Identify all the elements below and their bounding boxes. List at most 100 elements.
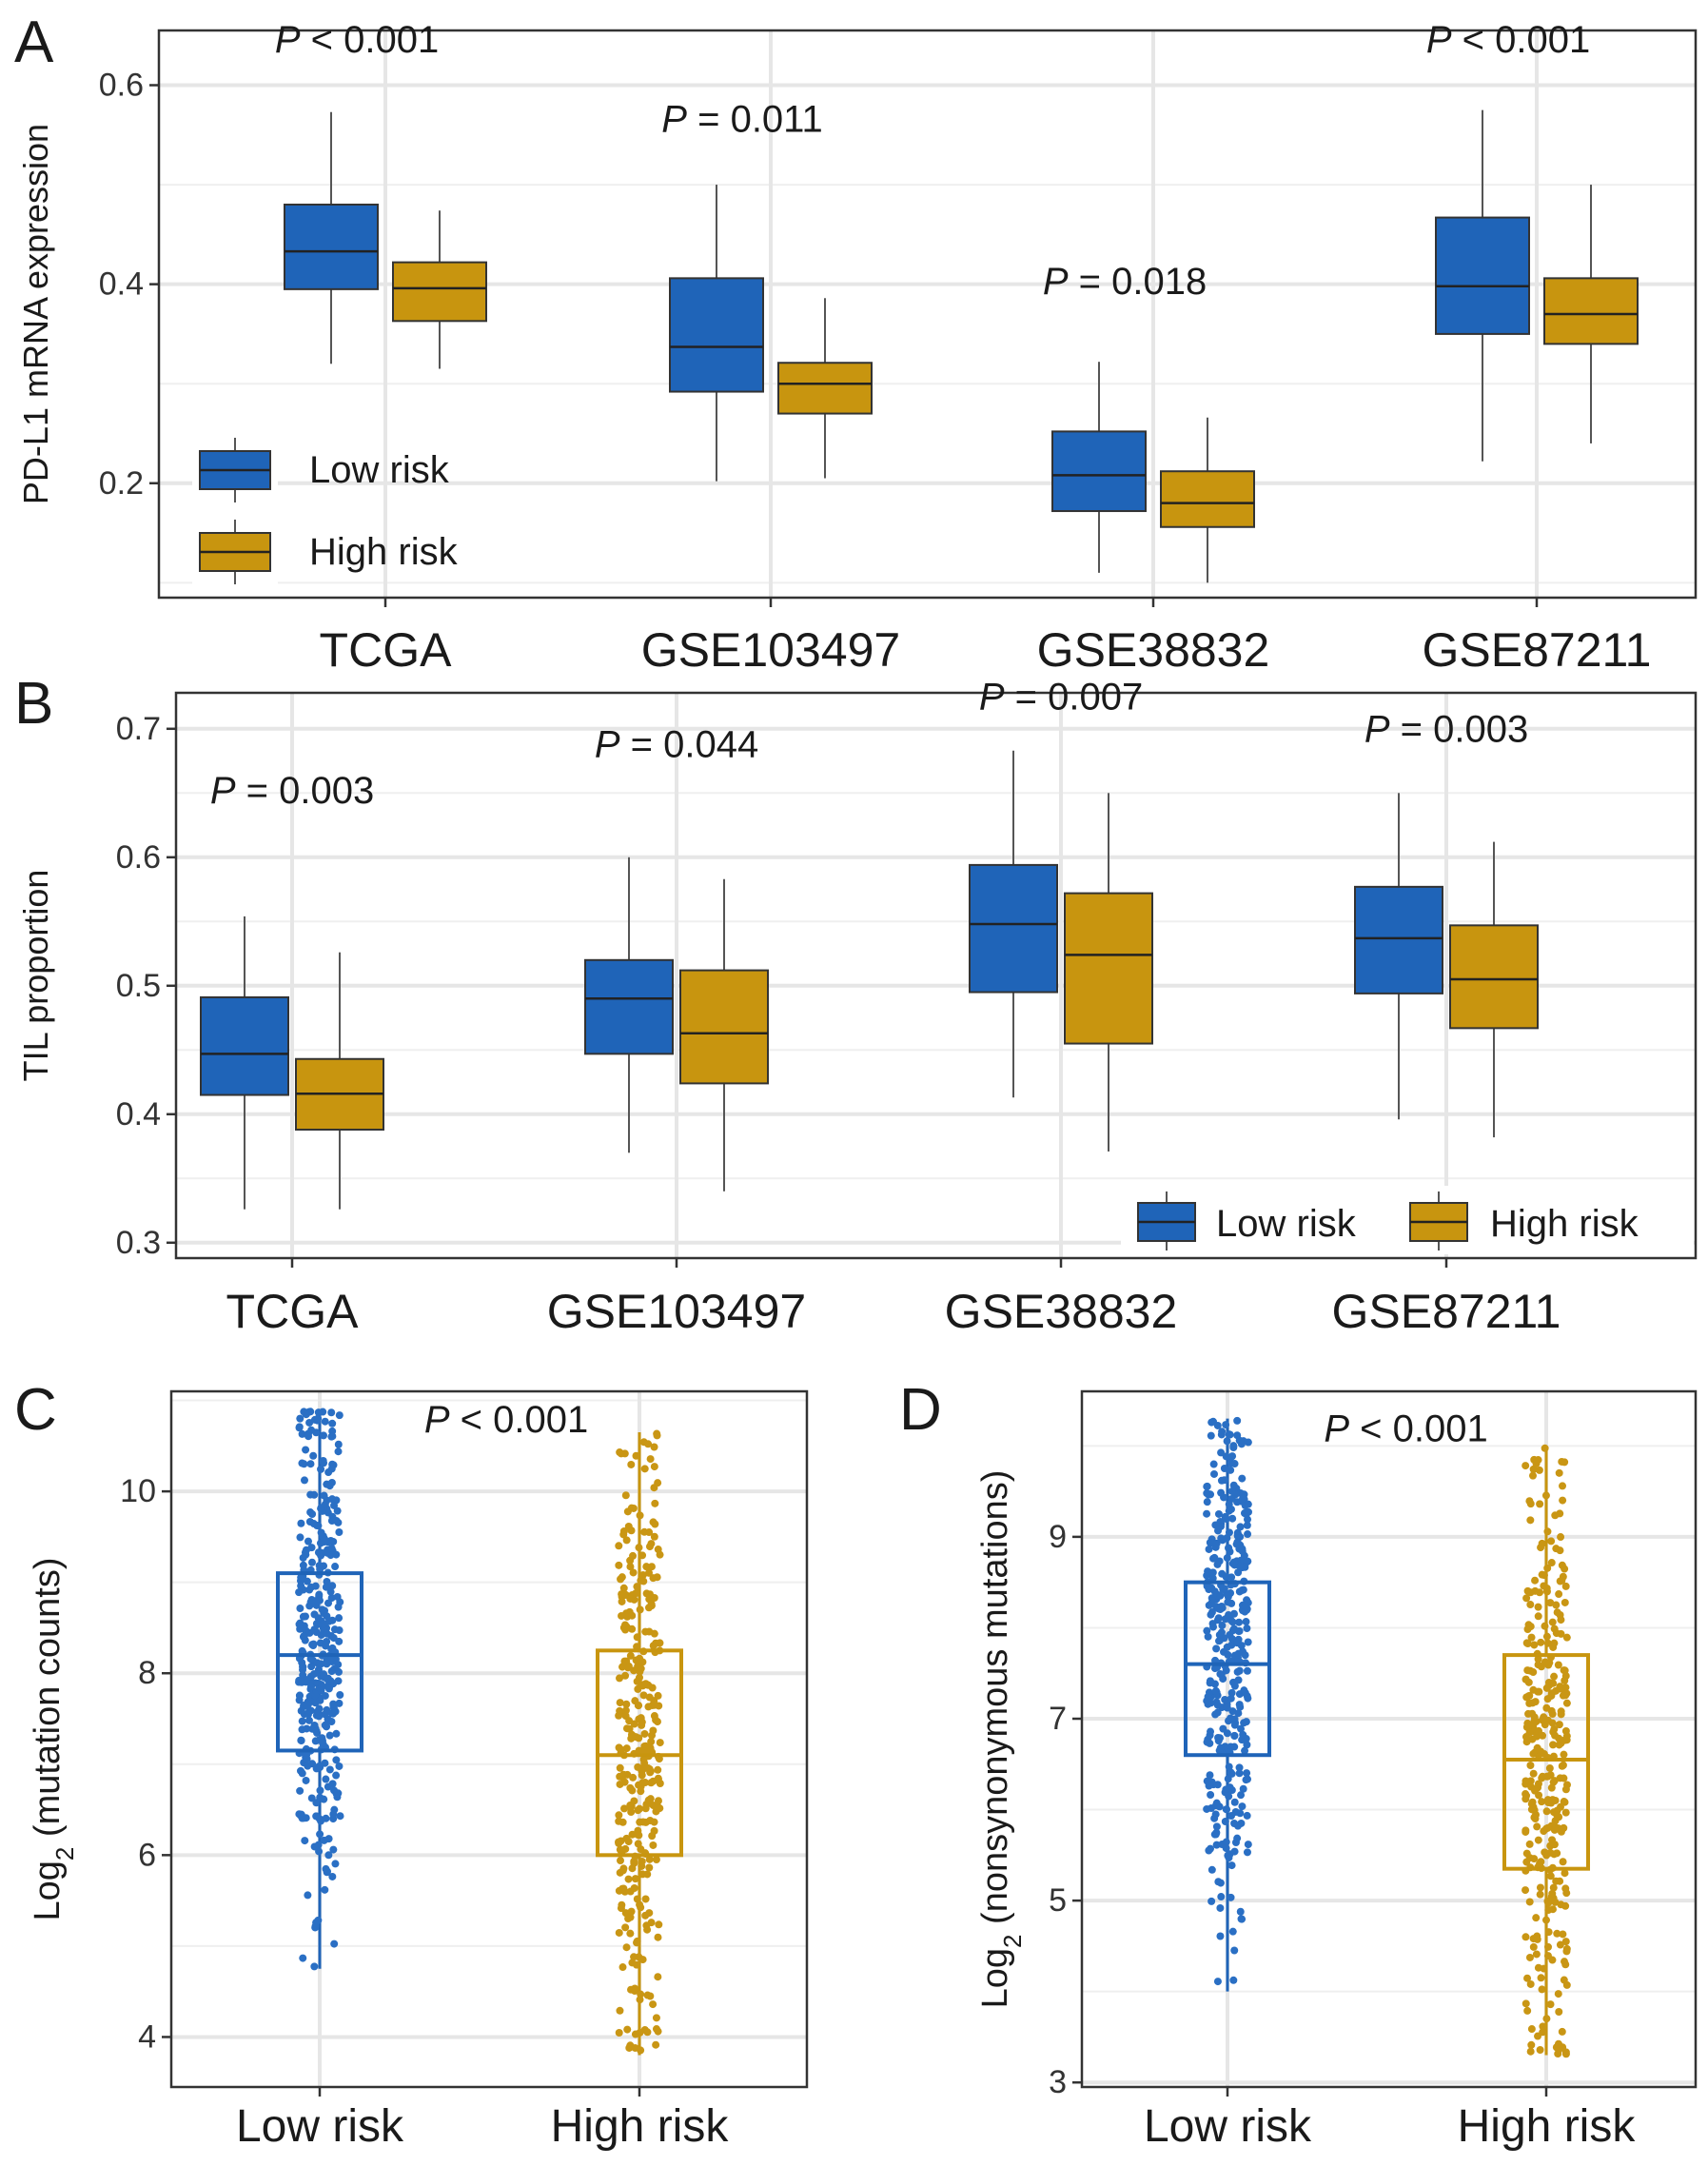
panel-c-point-low [312,1812,321,1821]
panel-d-point-low [1227,1688,1236,1697]
panel-d-point-high [1526,2047,1535,2056]
panel-d-point-low [1217,1488,1226,1497]
panel-d-point-low [1225,1528,1233,1537]
panel-c-point-low [330,1940,339,1948]
panel-c-point-low [332,1771,341,1780]
panel-d-point-low [1228,1927,1237,1936]
ylabel-log: Log [28,1861,68,1920]
panel-d-frame [1080,1389,1698,2089]
panel-d-point-high [1561,1869,1569,1878]
panel-d-point-low [1227,1768,1235,1777]
panel-c-point-low [307,1794,316,1802]
panel-d-point-low [1240,1686,1248,1695]
panel-c-point-high [649,1841,658,1849]
panel-c-point-low [298,1459,306,1467]
panel-d-point-high [1543,1897,1552,1905]
panel-d-point-high [1560,1976,1568,1984]
panel-c-point-low [302,1776,310,1784]
panel-d-point-low [1223,1703,1231,1712]
panel-d-point-low [1207,1539,1215,1547]
panel-b: 0.3 0.4 0.5 0.6 0.7 TCGA GSE103497 GSE38832 GSE8… [14,671,1698,1338]
panel-d-point-high [1544,1942,1553,1951]
ylabel-subscript: 2 [998,1935,1027,1948]
panel-d-point-high [1526,1516,1535,1525]
panel-d-point-high [1533,1935,1541,1943]
panel-d-point-high [1525,1898,1534,1906]
panel-c-point-low [298,1429,306,1438]
panel-c-point-low [295,1588,304,1597]
panel-d-point-low [1230,1743,1239,1751]
panel-c-point-high [650,1594,658,1603]
panel-c-point-low [309,1451,318,1460]
panel-d-points-high [1521,1444,1571,2058]
panel-c-point-high [647,1738,656,1746]
panel-d-point-high [1556,1684,1564,1693]
panel-c-point-low [298,1646,306,1655]
panel-c-point-high [619,1526,628,1535]
panel-d-point-high [1540,1750,1548,1759]
panel-d-point-high [1521,1777,1530,1785]
panel-d-point-low [1225,1544,1233,1552]
panel-d-point-low [1213,1701,1222,1709]
panel-c-point-high [645,1863,654,1872]
panel-c-point-low [303,1724,311,1733]
panel-c-point-high [636,1605,644,1614]
panel-d-point-high [1542,1703,1551,1712]
panel-c-point-high [616,1845,624,1854]
panel-c-point-high [647,1602,656,1610]
panel-c-point-low [335,1699,344,1707]
panel-b-box-low [200,995,289,1096]
panel-c-point-high [623,1664,632,1672]
panel-d-point-low [1213,1691,1222,1700]
panel-c-point-high [644,1703,653,1711]
panel-c-point-high [621,1923,630,1932]
panel-c-point-low [332,1729,341,1738]
panel-b-category-label: GSE87211 [1332,1285,1561,1338]
panel-d-point-high [1526,1979,1535,1988]
panel-c-point-high [646,1992,655,2000]
panel-c-point-high [639,1438,648,1447]
panel-a-pvalue: P = 0.018 [1043,261,1207,303]
panel-d-point-high [1522,1639,1531,1647]
panel-b-category-label: GSE38832 [945,1285,1178,1338]
panel-d-point-high [1558,1561,1566,1569]
panel-d-point-high [1561,1884,1570,1893]
panel-d-point-high [1536,1883,1544,1892]
panel-c-point-low [333,1506,342,1515]
panel-c-point-high [621,1491,630,1500]
panel-d-point-high [1538,1985,1546,1994]
panel-d-point-high [1562,1944,1571,1953]
panel-d-point-low [1212,1644,1221,1653]
panel-d-point-high [1536,1890,1544,1899]
panel-d-point-high [1526,1721,1535,1729]
panel-c-point-high [651,1499,659,1507]
panel-c-point-low [328,1419,337,1428]
panel-c-point-high [647,1919,656,1927]
panel-d-point-high [1543,1639,1552,1647]
panel-c-point-high [649,1777,658,1785]
panel-c-point-high [628,1731,637,1740]
panel-c-point-high [626,1563,635,1571]
panel-d-point-high [1540,1964,1548,1973]
panel-d-point-high [1521,1675,1530,1684]
panel-d-point-low [1230,1460,1239,1468]
panel-b-box-high [1064,892,1153,1045]
panel-a-pvalue-p: P [1426,19,1452,61]
panel-d-point-low [1223,1554,1231,1563]
panel-c-point-high [646,1455,655,1464]
panel-c-point-low [320,1795,328,1803]
panel-d-point-low [1237,1724,1246,1733]
panel-d-point-high [1543,1564,1552,1572]
panel-d-point-low [1244,1638,1252,1646]
panel-c-point-high [618,1573,626,1582]
panel-d-point-high [1555,1721,1563,1729]
panel-c-point-high [640,1527,649,1536]
panel-c-box-low [276,1571,363,1753]
panel-d-point-low [1236,1562,1245,1570]
panel-d-point-low [1227,1466,1235,1474]
panel-c-point-low [317,1686,325,1695]
panel-c-point-high [648,1684,657,1692]
panel-c-point-high [643,2028,652,2037]
panel-d-ytick-label: 7 [1049,1701,1067,1737]
panel-a-box-low [1051,430,1147,513]
